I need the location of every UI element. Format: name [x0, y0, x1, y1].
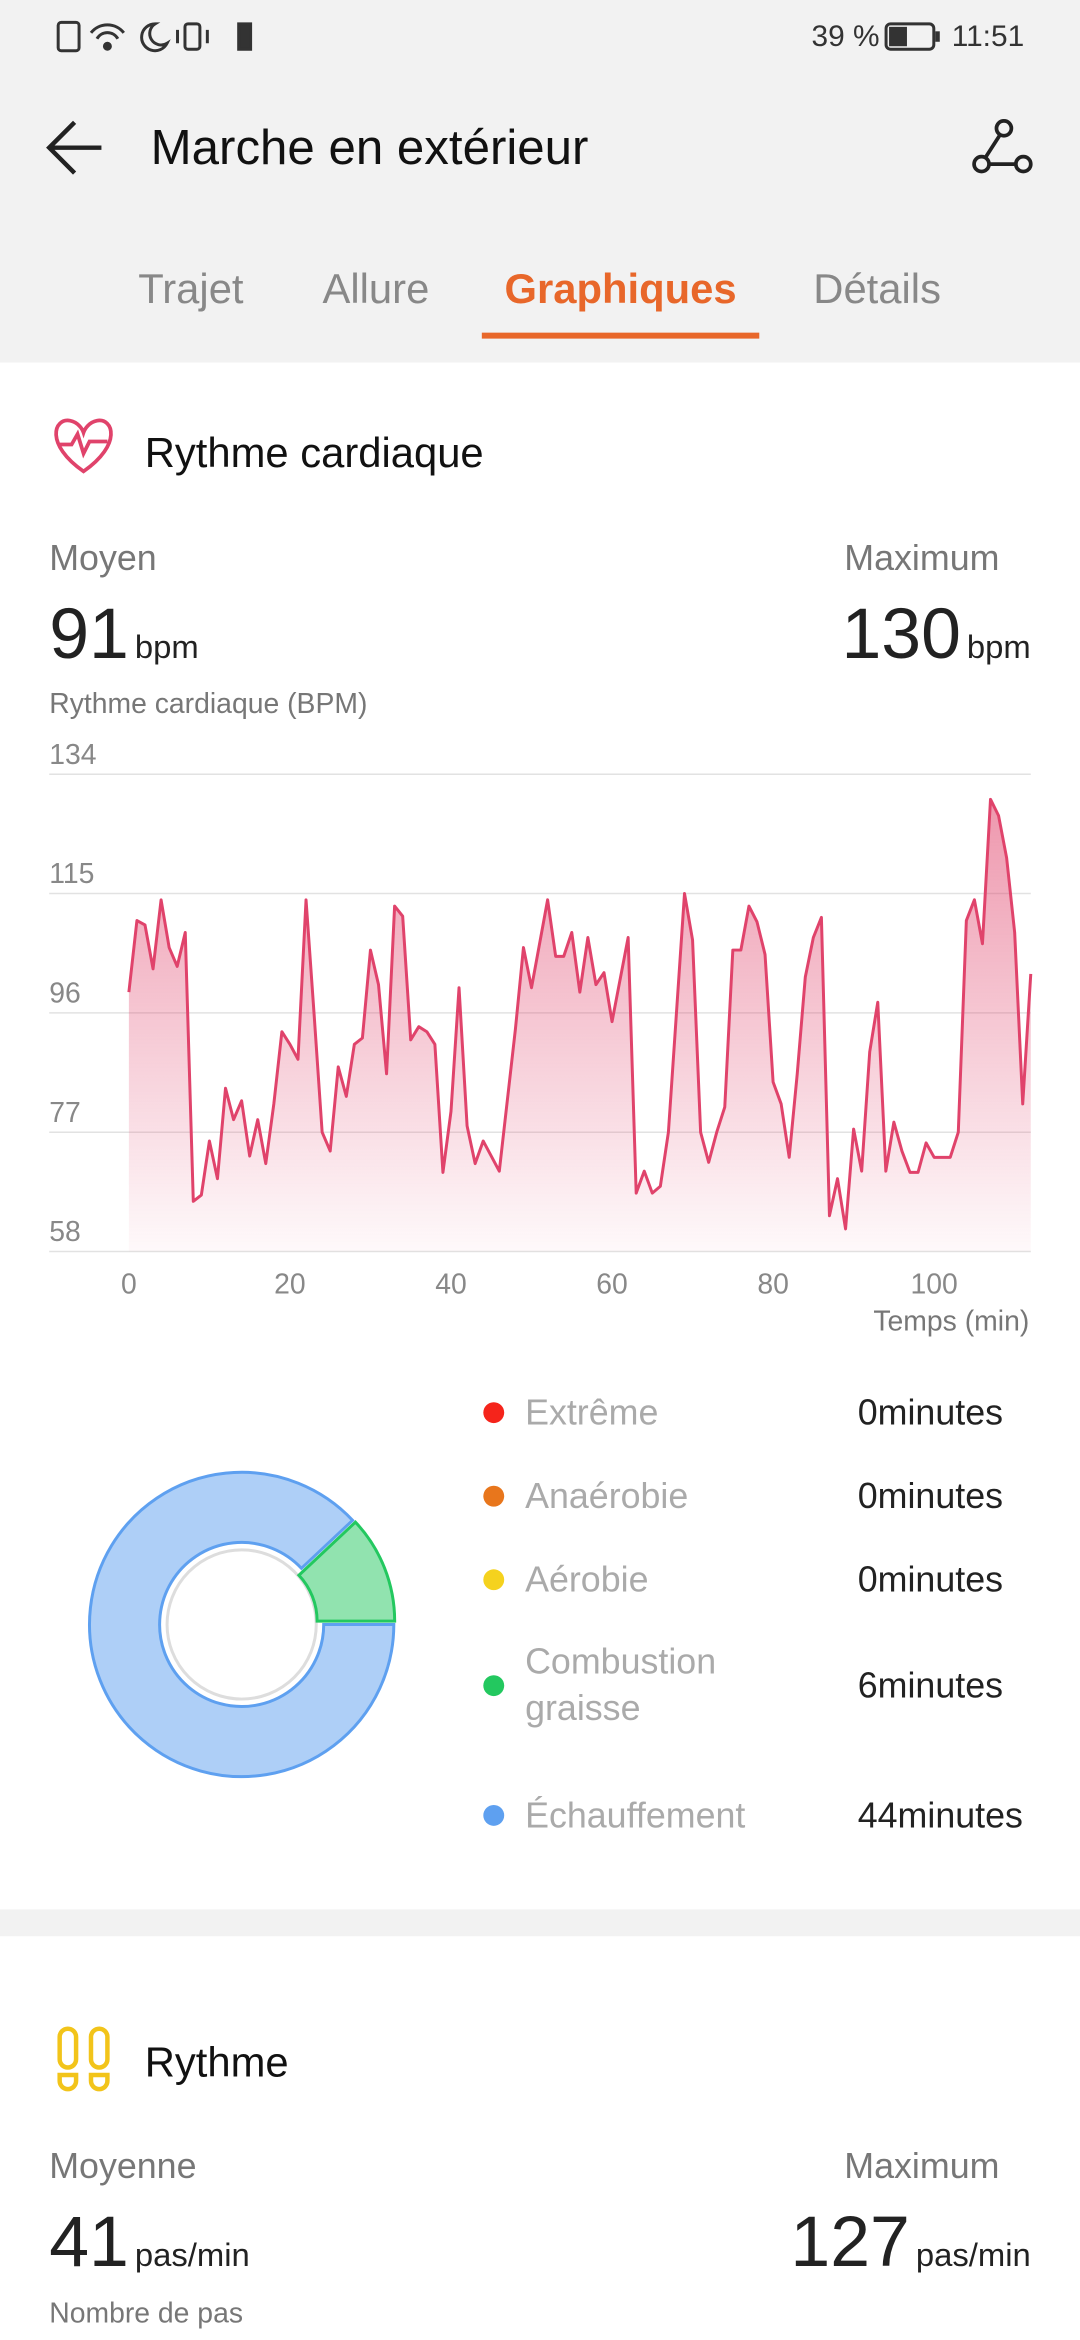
legend-dot	[483, 1804, 505, 1826]
x-tick-label: 60	[596, 1268, 628, 1300]
donut-slice	[88, 1470, 396, 1779]
y-tick-label: 58	[49, 1216, 81, 1248]
page-title: Marche en extérieur	[150, 119, 589, 175]
legend-value: 0minutes	[857, 1392, 1004, 1433]
legend-label: Anaérobie	[525, 1476, 689, 1517]
clock: 11:51	[951, 20, 1025, 54]
tab[interactable]: Trajet	[138, 265, 244, 312]
stat-label: Moyenne	[49, 2146, 197, 2187]
legend-value: 0minutes	[857, 1476, 1004, 1517]
legend-label: Aérobie	[525, 1559, 649, 1600]
status-icons	[56, 20, 940, 53]
legend-dot	[483, 1402, 505, 1424]
stat: 127 pas/min	[790, 2202, 1030, 2284]
x-axis-label: Temps (min)	[873, 1306, 1030, 1339]
x-tick-label: 80	[757, 1268, 789, 1300]
stat-unit: bpm	[134, 628, 199, 666]
stat-unit: pas/min	[134, 2236, 250, 2274]
legend-label: Échauffement	[525, 1795, 746, 1836]
route-icon[interactable]	[972, 118, 1033, 174]
stat-label: Moyen	[49, 538, 157, 579]
x-tick-label: 0	[121, 1268, 137, 1300]
legend-dot	[483, 1485, 505, 1507]
legend-value: 0minutes	[857, 1559, 1004, 1600]
back-arrow[interactable]	[46, 120, 102, 175]
active-tab-underline	[481, 332, 760, 339]
stat-value: 91	[49, 595, 129, 675]
tab[interactable]: Graphiques	[504, 265, 737, 312]
tab[interactable]: Détails	[813, 265, 941, 312]
tab[interactable]: Allure	[322, 265, 430, 312]
y-tick-label: 115	[49, 858, 94, 890]
stat: 91 bpm	[49, 594, 198, 676]
y-axis-label: Rythme cardiaque (BPM)	[49, 689, 368, 721]
donut-center	[165, 1548, 318, 1701]
stat-label: Maximum	[844, 2146, 1000, 2187]
stat-label: Maximum	[844, 538, 1000, 579]
chart-label: Nombre de pas	[49, 2298, 244, 2331]
y-tick-label: 77	[49, 1097, 81, 1129]
line-area	[128, 799, 1031, 1252]
donut-slice	[296, 1520, 397, 1623]
legend-dot	[483, 1675, 505, 1697]
legend-value: 44minutes	[857, 1795, 1023, 1836]
stat: 41 pas/min	[49, 2202, 250, 2284]
stat-value: 130	[841, 595, 961, 675]
header-bg	[0, 0, 1080, 363]
x-tick-label: 40	[435, 1268, 467, 1300]
section-title: Rythme cardiaque	[144, 429, 484, 476]
battery-text: 39 %	[811, 20, 880, 54]
legend-label: Combustion graisse	[525, 1642, 717, 1729]
section-title: Rythme	[144, 2039, 289, 2086]
stat-value: 41	[49, 2203, 129, 2283]
x-tick-label: 100	[911, 1268, 958, 1300]
stat-value: 127	[790, 2203, 910, 2283]
y-tick-label: 134	[49, 739, 96, 771]
heart-icon	[54, 418, 113, 474]
legend-value: 6minutes	[857, 1665, 1004, 1706]
stat-unit: bpm	[966, 628, 1031, 666]
section-gap	[0, 1909, 1080, 1937]
stat-unit: pas/min	[915, 2236, 1031, 2274]
footsteps-icon	[57, 2026, 110, 2092]
legend-dot	[483, 1569, 505, 1591]
line	[127, 797, 1033, 1231]
stat: 130 bpm	[841, 594, 1030, 676]
x-tick-label: 20	[274, 1268, 306, 1300]
y-tick-label: 96	[49, 977, 81, 1009]
legend-label: Extrême	[525, 1392, 659, 1433]
